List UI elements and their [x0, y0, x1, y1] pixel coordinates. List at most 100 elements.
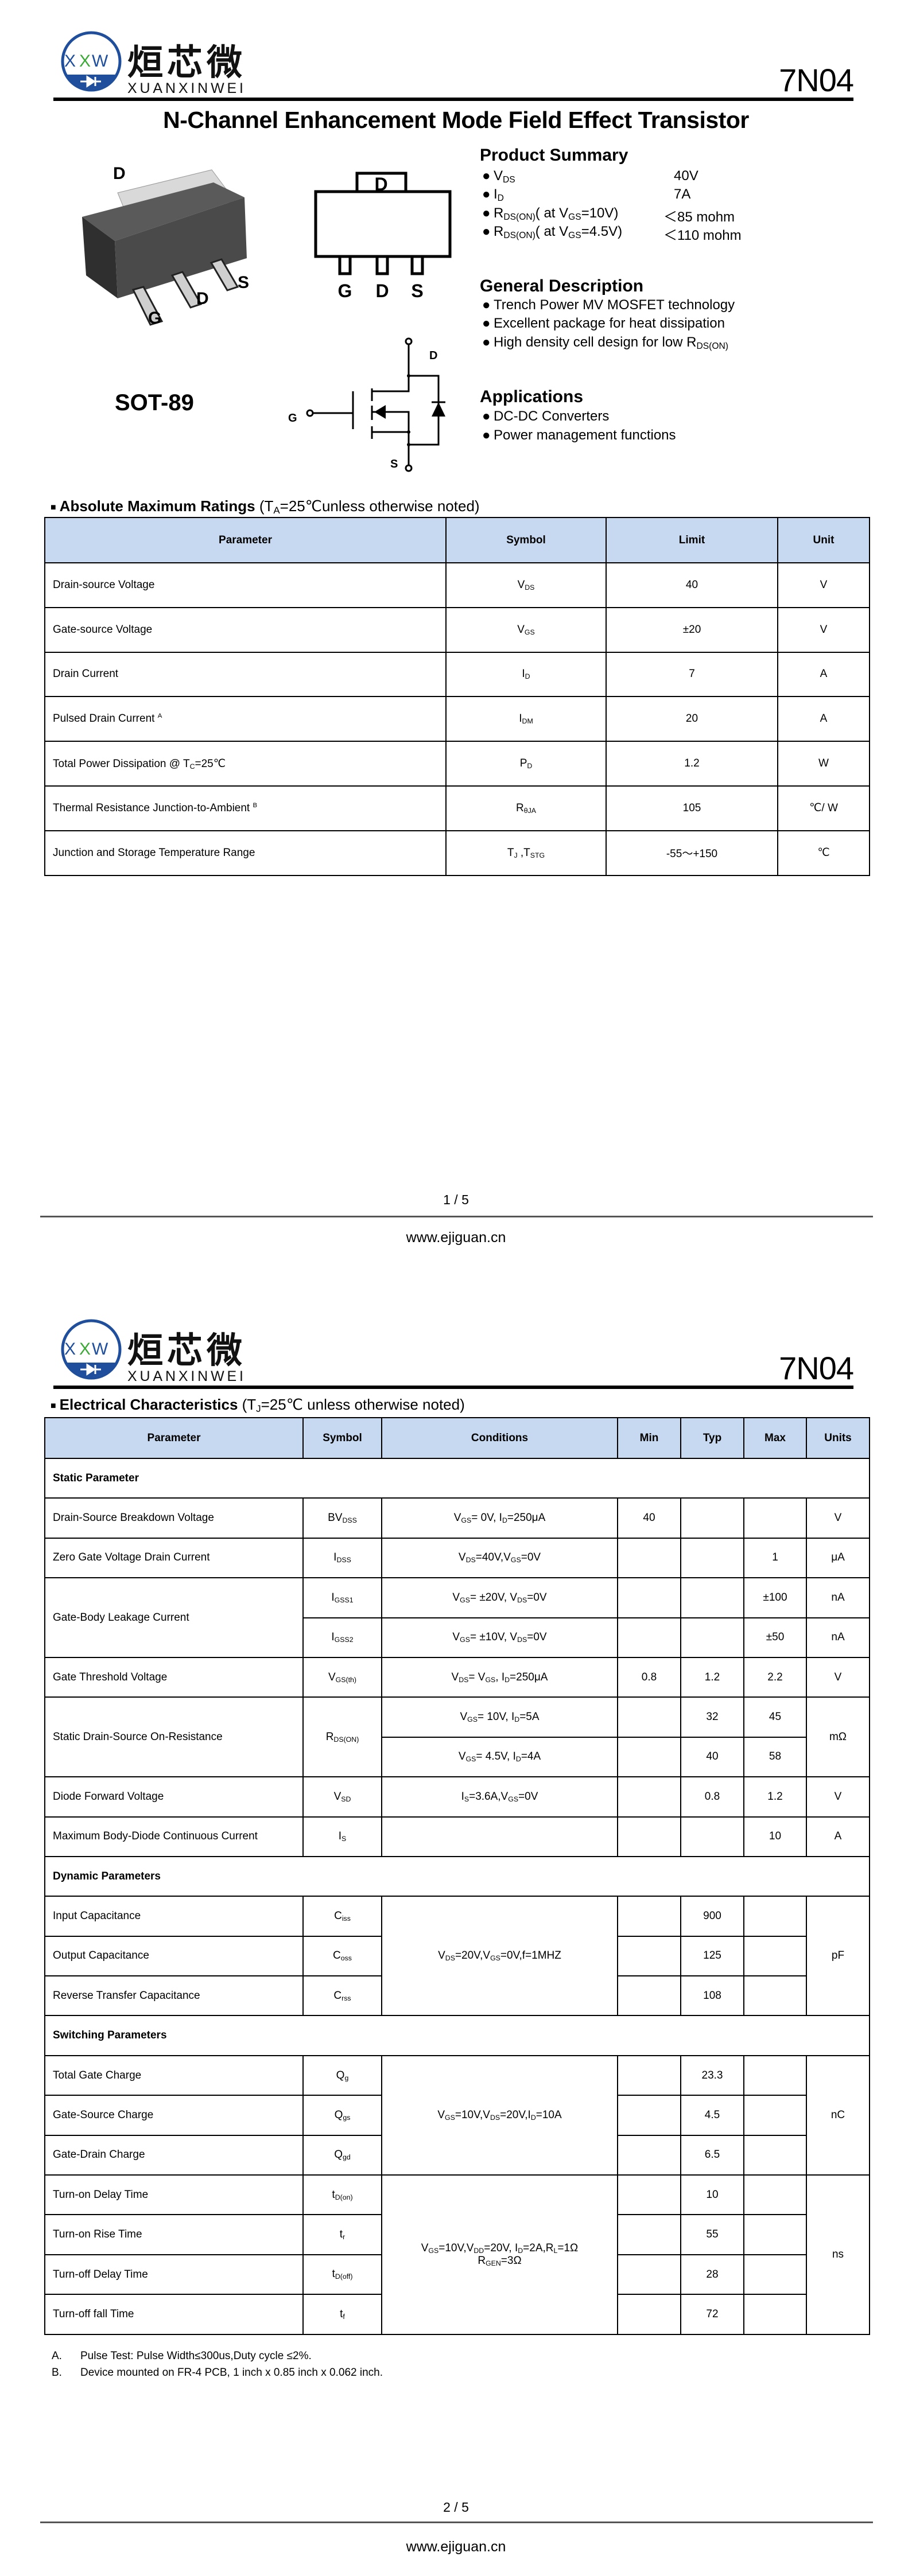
cell-cond: VGS= ±20V, VDS=0V: [381, 1577, 618, 1618]
cell-param: Total Power Dissipation @ TC=25℃: [44, 741, 447, 787]
cell-min: [617, 1896, 681, 1937]
cell-min: [617, 1816, 681, 1857]
table-row: Maximum Body-Diode Continuous Current IS 1…: [44, 1816, 870, 1857]
cell-typ: 40: [680, 1736, 744, 1778]
table-row: Reverse Transfer Capacitance Crss 108: [44, 1975, 870, 2017]
website-link[interactable]: www.ejiguan.cn: [406, 1229, 506, 1246]
cell-limit: 40: [606, 562, 778, 608]
applications-heading: Applications: [480, 387, 584, 406]
cell-typ: 23.3: [680, 2054, 744, 2096]
cell-param: Drain-Source Breakdown Voltage: [44, 1497, 304, 1539]
page-2: X X W 烜芯微 XUANXINWEI 7N04 ■ Electrical Ch…: [0, 1288, 912, 2576]
footprint-pin-s: S: [411, 281, 423, 301]
cell-max: [743, 2254, 807, 2295]
col-header-min: Min: [617, 1417, 681, 1459]
cell-cond: VGS=10V,VDS=20V,ID=10A: [381, 2054, 618, 2176]
col-header-parameter: Parameter: [44, 517, 447, 563]
cell-symbol: VDS: [445, 562, 607, 608]
table-row: Gate-Drain Charge Qgd 6.5: [44, 2134, 870, 2176]
footprint-pin-g: G: [338, 281, 352, 301]
cell-param: Gate-Source Charge: [44, 2095, 304, 2136]
cell-unit: ℃/ W: [777, 785, 870, 831]
summary-value: ＜110 mohm: [663, 228, 742, 243]
cell-symbol: tr: [302, 2214, 382, 2255]
cell-symbol: VGS(th): [302, 1656, 382, 1698]
footer-rule: [40, 1216, 873, 1217]
table-row: Drain-source Voltage VDS 40 V: [44, 562, 870, 608]
cell-param: Gate-Body Leakage Current: [44, 1577, 304, 1658]
electrical-heading: ■ Electrical Characteristics (TJ=25℃ unle…: [51, 1396, 465, 1415]
pin-label-d: D: [196, 289, 209, 308]
page-1: X X W 烜芯微 XUANXINWEI 7N04 N-Channel Enha…: [40, 31, 873, 1246]
table-row: Gate-source Voltage VGS ±20 V: [44, 606, 870, 653]
cell-max: [743, 1497, 807, 1539]
svg-text:X: X: [64, 52, 76, 71]
cell-limit: 20: [606, 696, 778, 742]
cell-param: Reverse Transfer Capacitance: [44, 1975, 304, 2017]
cell-min: [617, 1537, 681, 1579]
cell-limit: ±20: [606, 606, 778, 653]
cell-min: [617, 2214, 681, 2255]
cell-unit: pF: [806, 1896, 870, 2017]
cell-cond: VDS= VGS, ID=250μA: [381, 1656, 618, 1698]
cell-limit: 7: [606, 651, 778, 698]
table-row: Junction and Storage Temperature Range TJ…: [44, 830, 870, 876]
cell-typ: 900: [680, 1896, 744, 1937]
col-header-symbol: Symbol: [302, 1417, 382, 1459]
cell-symbol: Qg: [302, 2054, 382, 2096]
cell-typ: 28: [680, 2254, 744, 2295]
package-name: SOT-89: [115, 390, 194, 415]
table-row: Pulsed Drain Current A IDM 20 A: [44, 696, 870, 742]
website-link[interactable]: www.ejiguan.cn: [406, 2539, 506, 2555]
application-item: ● DC-DC Converters: [482, 408, 610, 424]
cell-cond: IS=3.6A,VGS=0V: [381, 1776, 618, 1818]
package-footprint-diagram: D G D S: [314, 172, 452, 301]
cell-max: ±100: [743, 1577, 807, 1618]
cell-typ: 1.2: [680, 1656, 744, 1698]
cell-unit: ns: [806, 2174, 870, 2335]
cell-cond: VGS=10V,VDD=20V, ID=2A,RL=1Ω RGEN=3Ω: [381, 2174, 618, 2335]
svg-text:烜芯微: 烜芯微: [127, 41, 242, 83]
table-row: Gate-Source Charge Qgs 4.5: [44, 2095, 870, 2136]
svg-text:XUANXINWEI: XUANXINWEI: [127, 80, 243, 96]
cell-unit: nA: [806, 1577, 870, 1618]
cell-typ: 4.5: [680, 2095, 744, 2136]
col-header-symbol: Symbol: [445, 517, 607, 563]
cell-typ: 6.5: [680, 2134, 744, 2176]
cell-symbol: IS: [302, 1816, 382, 1857]
section-row: Dynamic Parameters: [44, 1855, 870, 1897]
cell-min: [617, 1617, 681, 1658]
cell-param: Gate Threshold Voltage: [44, 1656, 304, 1698]
cell-cond: VGS= 4.5V, ID=4A: [381, 1736, 618, 1778]
application-item: ● Power management functions: [482, 427, 676, 443]
col-header-conditions: Conditions: [381, 1417, 618, 1459]
table-row: IGSS2 VGS= ±10V, VDS=0V ±50 nA: [45, 1617, 870, 1658]
table-row: VGS= 4.5V, ID=4A 40 58: [45, 1736, 870, 1778]
table-row: Output Capacitance Coss 125: [44, 1935, 870, 1977]
description-item: ● Trench Power MV MOSFET technology: [482, 297, 735, 313]
svg-text:X: X: [79, 52, 91, 71]
svg-text:XUANXINWEI: XUANXINWEI: [127, 1368, 243, 1384]
cell-symbol: Ciss: [302, 1896, 382, 1937]
svg-text:X: X: [64, 1340, 76, 1359]
table-row: Gate Threshold Voltage VGS(th) VDS= VGS, I…: [44, 1656, 870, 1698]
footnote-b: B. Device mounted on FR-4 PCB, 1 inch x 0…: [52, 2367, 383, 2379]
cell-unit: W: [777, 741, 870, 787]
cell-param: Turn-on Rise Time: [44, 2214, 304, 2255]
cell-symbol: TJ ,TSTG: [445, 830, 607, 876]
svg-text:X: X: [79, 1340, 91, 1359]
table-row: Drain-Source Breakdown Voltage BVDSS VGS= …: [44, 1497, 870, 1539]
cell-min: [617, 2095, 681, 2136]
logo-graphic: X X W 烜芯微 XUANXINWEI: [61, 31, 243, 96]
section-row: Static Parameter: [44, 1457, 870, 1499]
abs-max-table: Parameter Symbol Limit Unit Drain-source…: [44, 517, 870, 876]
cell-max: [743, 2294, 807, 2335]
header-rule: [53, 98, 853, 101]
cell-param: Drain Current: [44, 651, 447, 698]
table-row: Thermal Resistance Junction-to-Ambient B…: [44, 785, 870, 831]
pin-label-g: G: [148, 309, 161, 327]
cell-unit: V: [777, 562, 870, 608]
cell-max: ±50: [743, 1617, 807, 1658]
cell-param: Input Capacitance: [44, 1896, 304, 1937]
cell-param: Turn-on Delay Time: [44, 2174, 304, 2216]
